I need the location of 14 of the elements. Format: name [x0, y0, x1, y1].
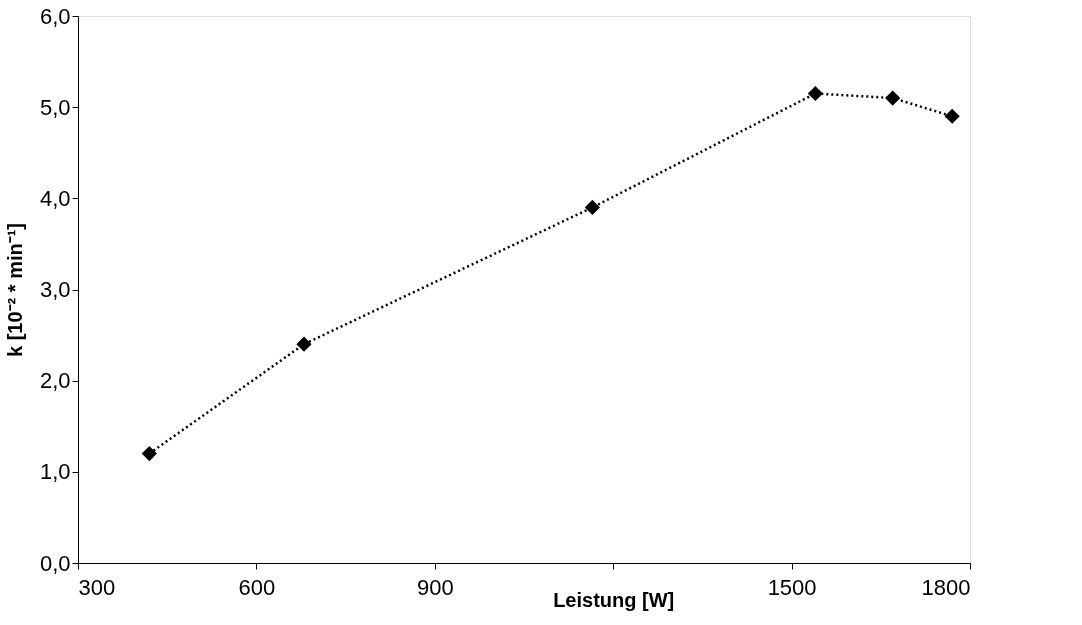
x-tick-label: 300 [78, 574, 116, 600]
x-tick-label: 600 [238, 574, 276, 600]
y-tick-label: 6,0 [39, 3, 71, 29]
y-tick-label: 3,0 [39, 277, 71, 302]
x-axis-title: Leistung [W] [553, 588, 675, 611]
y-tick-label: 2,0 [39, 368, 71, 394]
y-tick-label: 4,0 [39, 185, 71, 211]
y-tick-label: 1,0 [39, 459, 71, 485]
x-tick-label: 900 [416, 574, 454, 600]
x-tick-label: 1500 [767, 574, 817, 600]
y-tick-label: 5,0 [39, 94, 71, 120]
x-tick-label: 1800 [921, 574, 971, 600]
y-tick-label: 0,0 [39, 550, 71, 576]
y-axis-title: k [10⁻² * min⁻¹] [3, 222, 26, 358]
